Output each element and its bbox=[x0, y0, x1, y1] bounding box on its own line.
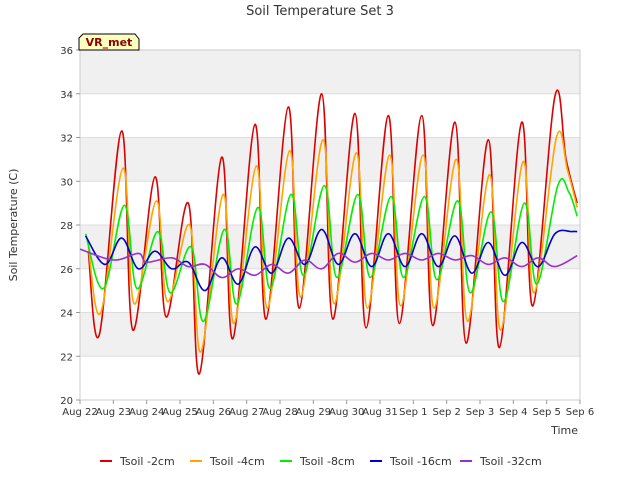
x-tick-label: Sep 4 bbox=[499, 407, 527, 418]
y-tick-label: 34 bbox=[60, 90, 73, 101]
x-tick-label: Aug 28 bbox=[262, 407, 297, 418]
x-tick-label: Sep 5 bbox=[532, 407, 560, 418]
y-tick-label: 28 bbox=[60, 221, 73, 232]
x-tick-label: Aug 26 bbox=[196, 407, 231, 418]
x-axis-label: Time bbox=[550, 424, 578, 437]
x-tick-label: Aug 31 bbox=[362, 407, 397, 418]
series-line-tsoil-32cm bbox=[79, 248, 578, 279]
series-line-tsoil-2cm bbox=[87, 89, 578, 375]
legend-label-tsoil-4cm: Tsoil -4cm bbox=[209, 455, 265, 468]
y-tick-label: 32 bbox=[60, 134, 73, 145]
x-tick-label: Sep 2 bbox=[432, 407, 460, 418]
x-tick-label: Aug 23 bbox=[96, 407, 131, 418]
plot-band bbox=[80, 50, 580, 94]
y-tick-label: 22 bbox=[60, 352, 73, 363]
x-tick-label: Aug 29 bbox=[296, 407, 331, 418]
plot-band bbox=[80, 137, 580, 182]
series-line-tsoil-8cm bbox=[84, 178, 578, 323]
legend-label-tsoil-32cm: Tsoil -32cm bbox=[479, 455, 542, 468]
x-tick-label: Aug 30 bbox=[329, 407, 364, 418]
legend: Tsoil -2cm Tsoil -4cm Tsoil -8cm Tsoil -16c… bbox=[100, 455, 542, 468]
site-badge-label: VR_met bbox=[86, 36, 133, 49]
y-tick-label: 24 bbox=[60, 309, 73, 320]
legend-label-tsoil-2cm: Tsoil -2cm bbox=[119, 455, 175, 468]
y-tick-label: 30 bbox=[60, 177, 73, 188]
x-tick-label: Sep 6 bbox=[566, 407, 594, 418]
plot-band bbox=[80, 312, 580, 357]
site-badge: VR_met bbox=[78, 33, 140, 51]
x-tick-label: Sep 3 bbox=[466, 407, 494, 418]
y-axis-label: Soil Temperature (C) bbox=[7, 169, 20, 282]
x-tick-label: Aug 24 bbox=[129, 407, 164, 418]
x-tick-label: Sep 1 bbox=[399, 407, 427, 418]
y-tick-label: 36 bbox=[60, 46, 73, 57]
legend-label-tsoil-16cm: Tsoil -16cm bbox=[389, 455, 452, 468]
series-line-tsoil-16cm bbox=[84, 228, 578, 292]
chart-title: Soil Temperature Set 3 bbox=[246, 4, 394, 19]
x-tick-label: Aug 27 bbox=[229, 407, 264, 418]
x-tick-label: Aug 22 bbox=[62, 407, 97, 418]
x-tick-label: Aug 25 bbox=[162, 407, 197, 418]
y-tick-label: 20 bbox=[60, 396, 73, 407]
y-tick-label: 26 bbox=[60, 265, 73, 276]
legend-label-tsoil-8cm: Tsoil -8cm bbox=[299, 455, 355, 468]
